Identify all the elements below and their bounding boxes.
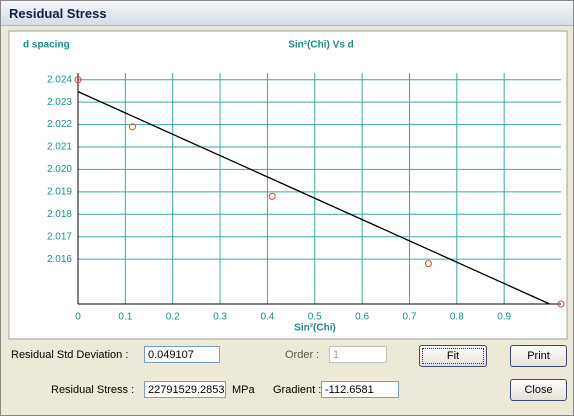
y-tick-label: 2.020 (47, 164, 72, 175)
data-point (268, 192, 276, 200)
y-tick-label: 2.017 (47, 231, 72, 242)
x-tick-label: 0.1 (118, 312, 132, 323)
data-point (424, 260, 432, 268)
text-box[interactable]: -112.6581 (321, 381, 399, 398)
y-tick-label: 2.023 (47, 97, 72, 108)
x-tick-label: 0.4 (260, 312, 274, 323)
x-tick-label: 0.3 (213, 312, 227, 323)
x-tick-label: 0.8 (450, 312, 464, 323)
unit-label: MPa (232, 384, 255, 396)
x-tick-label: 0.6 (355, 312, 369, 323)
label: Gradient : (273, 384, 322, 396)
x-tick-label: 0.9 (497, 312, 511, 323)
fit-line (77, 91, 550, 305)
x-axis-label: Sin²(Chi) (294, 323, 336, 334)
chart-panel (8, 30, 568, 340)
data-point (557, 300, 565, 308)
y-tick-label: 2.016 (47, 254, 72, 265)
text-box[interactable]: 22791529.2853 (144, 381, 226, 398)
chart-title: Sin²(Chi) Vs d (288, 40, 354, 51)
x-tick-label: 0 (75, 312, 81, 323)
y-axis-label: d spacing (23, 40, 70, 51)
x-tick-label: 0.5 (308, 312, 322, 323)
y-tick-label: 2.019 (47, 187, 72, 198)
fit-button[interactable]: Fit (419, 345, 487, 367)
combo-box[interactable]: 1 (329, 346, 387, 363)
text-box[interactable]: 0.049107 (144, 346, 220, 363)
label: Residual Stress : (51, 384, 135, 396)
label: Residual Std Deviation : (11, 349, 129, 361)
y-tick-label: 2.022 (47, 119, 72, 130)
close-button[interactable]: Close (510, 379, 567, 401)
window-title: Residual Stress (9, 6, 107, 21)
x-tick-label: 0.7 (403, 312, 417, 323)
data-point (74, 76, 82, 84)
y-tick-label: 2.018 (47, 209, 72, 220)
print-button[interactable]: Print (510, 345, 567, 367)
y-tick-label: 2.024 (47, 74, 72, 85)
label: Order : (285, 349, 320, 361)
x-tick-label: 0.2 (166, 312, 180, 323)
data-point (128, 123, 136, 131)
y-tick-label: 2.021 (47, 142, 72, 153)
chart: d spacing Sin²(Chi) Vs d Sin²(Chi) 2.016… (8, 30, 568, 340)
title-bar: Residual Stress (1, 1, 573, 26)
